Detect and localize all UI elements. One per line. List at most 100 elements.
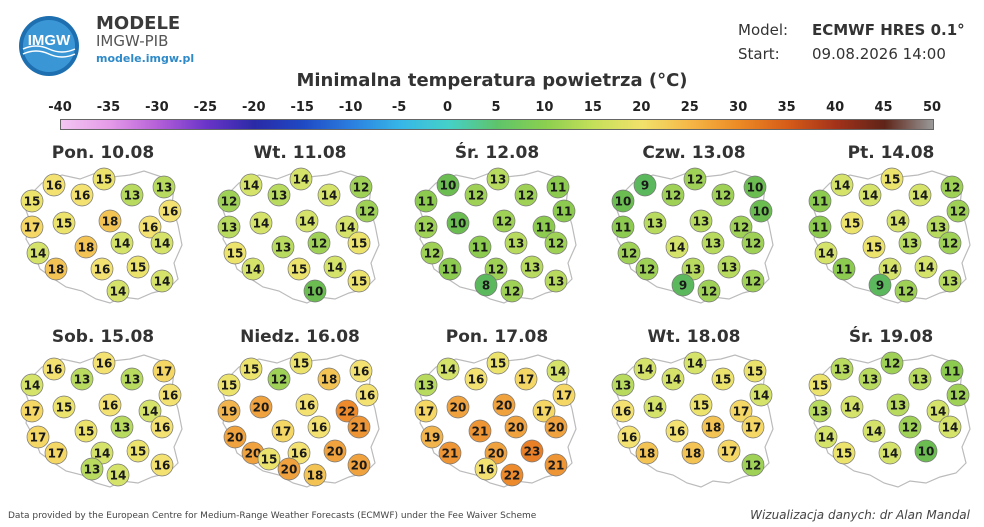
station-marker <box>946 383 970 407</box>
station-marker <box>532 399 556 423</box>
station-marker <box>446 211 470 235</box>
forecast-panel: Pon. 10.08 16 15 13 15 16 13 16 17 15 18 16 14 18 14 14… <box>8 143 198 313</box>
brand-url[interactable]: modele.imgw.pl <box>96 51 195 65</box>
station-value: 13 <box>834 363 851 377</box>
visualization-credit: Wizualizacja danych: dr Alan Mandal <box>750 508 970 522</box>
brand-name: MODELE <box>96 13 181 34</box>
station-marker <box>643 211 667 235</box>
station-marker <box>898 415 922 439</box>
station-marker <box>20 215 44 239</box>
station-value: 12 <box>639 263 656 277</box>
station-marker <box>217 399 241 423</box>
station-value: 14 <box>890 215 907 229</box>
station-marker <box>414 215 438 239</box>
station-marker <box>711 367 735 391</box>
forecast-panel: Wt. 18.08 14 14 15 13 14 15 14 16 14 15 17 16 16 18 17 1… <box>599 327 789 497</box>
station-marker <box>749 383 773 407</box>
station-marker <box>303 279 327 303</box>
station-marker <box>908 183 932 207</box>
station-value: 19 <box>221 405 238 419</box>
station-marker <box>257 447 281 471</box>
station-value: 12 <box>942 237 959 251</box>
station-value: 20 <box>245 447 262 461</box>
station-marker <box>808 373 832 397</box>
station-value: 11 <box>944 365 961 379</box>
station-marker <box>241 257 265 281</box>
station-value: 14 <box>753 389 770 403</box>
station-value: 11 <box>550 181 567 195</box>
station-marker <box>808 399 832 423</box>
station-value: 14 <box>942 421 959 435</box>
station-value: 13 <box>508 237 525 251</box>
station-value: 13 <box>912 373 929 387</box>
station-value: 21 <box>442 447 459 461</box>
station-marker <box>307 415 331 439</box>
station-marker <box>223 425 247 449</box>
station-value: 14 <box>245 263 262 277</box>
panel-day-label: Niedz. 16.08 <box>240 327 360 347</box>
station-marker <box>90 257 114 281</box>
station-value: 11 <box>418 195 435 209</box>
station-marker <box>671 273 695 297</box>
station-value: 20 <box>508 421 525 435</box>
station-value: 10 <box>615 195 632 209</box>
station-marker <box>355 383 379 407</box>
station-value: 16 <box>359 389 376 403</box>
station-value: 23 <box>524 445 541 459</box>
station-value: 13 <box>721 261 738 275</box>
station-marker <box>492 393 516 417</box>
station-marker <box>683 351 707 375</box>
station-value: 13 <box>890 399 907 413</box>
station-value: 13 <box>156 181 173 195</box>
station-marker <box>120 183 144 207</box>
start-label: Start: <box>738 45 780 63</box>
station-value: 11 <box>472 241 489 255</box>
station-value: 15 <box>78 425 95 439</box>
color-scale-bar <box>60 119 934 130</box>
station-value: 20 <box>450 401 467 415</box>
station-marker <box>347 415 371 439</box>
scale-tick-label: -20 <box>242 100 266 115</box>
station-marker <box>683 167 707 191</box>
station-value: 12 <box>733 221 750 235</box>
station-marker <box>289 167 313 191</box>
station-value: 16 <box>299 399 316 413</box>
station-marker <box>349 359 373 383</box>
station-value: 14 <box>327 261 344 275</box>
station-value: 12 <box>701 285 718 299</box>
station-marker <box>464 367 488 391</box>
station-value: 17 <box>418 405 435 419</box>
station-value: 17 <box>24 221 41 235</box>
station-value: 20 <box>281 463 298 477</box>
station-marker <box>223 241 247 265</box>
station-value: 14 <box>550 365 567 379</box>
station-value: 11 <box>536 221 553 235</box>
station-value: 19 <box>424 431 441 445</box>
station-value: 12 <box>548 237 565 251</box>
station-marker <box>898 231 922 255</box>
station-marker <box>743 175 767 199</box>
station-marker <box>830 173 854 197</box>
station-value: 16 <box>46 363 63 377</box>
station-marker <box>741 269 765 293</box>
station-marker <box>474 457 498 481</box>
station-marker <box>20 399 44 423</box>
station-value: 16 <box>154 459 171 473</box>
station-value: 14 <box>687 357 704 371</box>
start-value: 09.08.2026 14:00 <box>812 45 946 63</box>
station-marker <box>880 351 904 375</box>
station-marker <box>249 395 273 419</box>
station-value: 14 <box>882 263 899 277</box>
station-marker <box>729 399 753 423</box>
station-marker <box>347 231 371 255</box>
station-marker <box>840 395 864 419</box>
station-value: 14 <box>818 247 835 261</box>
station-value: 14 <box>114 237 131 251</box>
station-marker <box>44 257 68 281</box>
station-value: 15 <box>96 173 113 187</box>
station-marker <box>323 255 347 279</box>
station-marker <box>832 257 856 281</box>
station-value: 13 <box>685 263 702 277</box>
station-value: 18 <box>48 263 65 277</box>
